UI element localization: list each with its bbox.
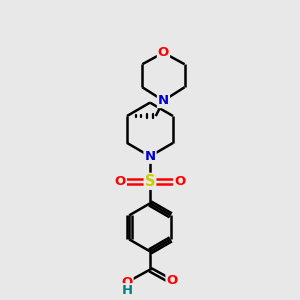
Text: S: S xyxy=(145,174,155,189)
Text: N: N xyxy=(158,94,169,107)
Text: O: O xyxy=(121,276,133,289)
Text: N: N xyxy=(144,150,156,163)
Text: O: O xyxy=(158,46,169,59)
Text: H: H xyxy=(122,284,133,297)
Text: O: O xyxy=(167,274,178,287)
Text: O: O xyxy=(115,175,126,188)
Text: O: O xyxy=(174,175,185,188)
